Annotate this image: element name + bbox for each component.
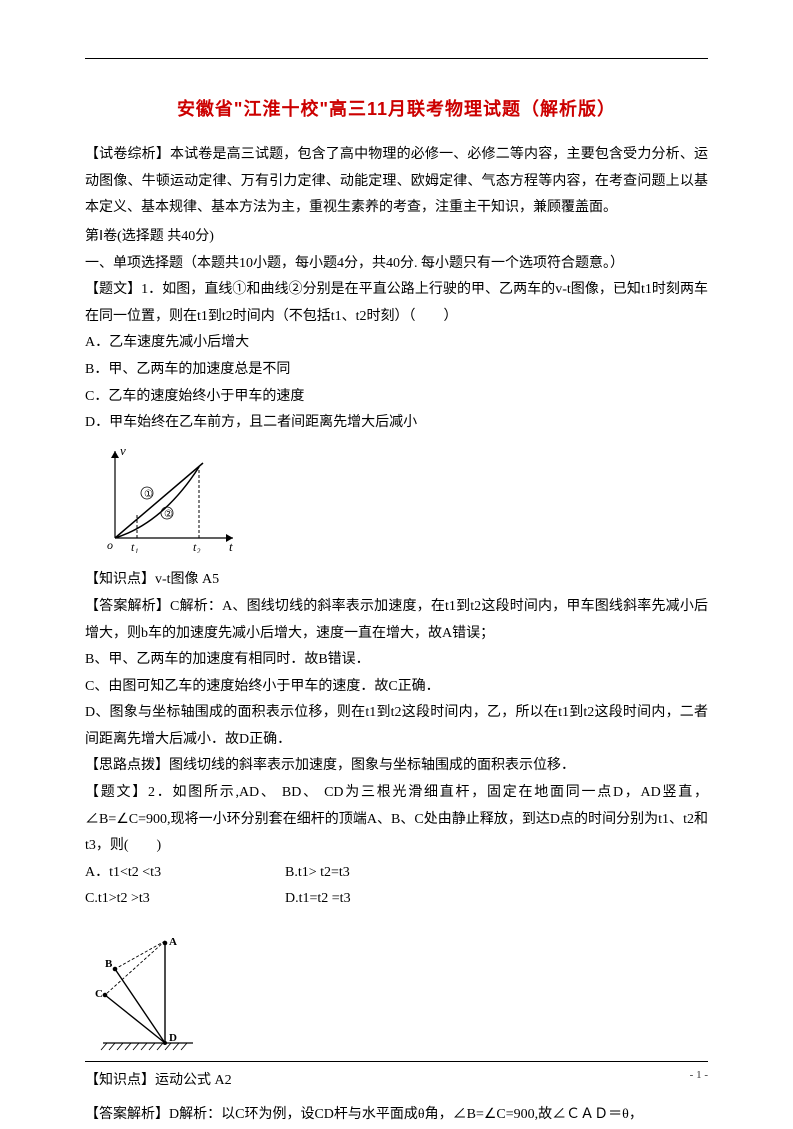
header-rule xyxy=(85,58,708,59)
q1-tip: 【思路点拨】图线切线的斜率表示加速度，图象与坐标轴围成的面积表示位移． xyxy=(85,753,708,780)
label-a: A xyxy=(169,936,177,948)
q2-knowledge: 【知识点】运动公式 A2 xyxy=(85,1068,708,1095)
q1-knowledge: 【知识点】v-t图像 A5 xyxy=(85,567,708,594)
q1-vt-graph: v t o t₁ t₂ ① ② xyxy=(93,443,708,564)
line2-label: ② xyxy=(164,509,173,520)
page-number: - 1 - xyxy=(690,1065,708,1086)
t1-label: t₁ xyxy=(131,540,139,553)
q1-explain-a: 【答案解析】C解析：A、图线切线的斜率表示加速度，在t1到t2这段时间内，甲车图… xyxy=(85,594,708,647)
q2-option-c: C.t1>t2 >t3 xyxy=(85,886,285,913)
label-d: D xyxy=(169,1032,177,1044)
mcq-heading: 一、单项选择题（本题共10小题，每小题4分，共40分. 每小题只有一个选项符合题… xyxy=(85,251,708,278)
q2-diagram-svg: A B C D xyxy=(93,933,203,1053)
exam-summary: 【试卷综析】本试卷是高三试题，包含了高中物理的必修一、必修二等内容，主要包含受力… xyxy=(85,142,708,222)
svg-text:o: o xyxy=(107,538,113,552)
t-axis-label: t xyxy=(229,539,233,553)
q1-explain-b: B、甲、乙两车的加速度有相同时．故B错误． xyxy=(85,647,708,674)
v-axis-label: v xyxy=(120,443,126,458)
line1-label: ① xyxy=(144,489,153,500)
q2-option-b: B.t1> t2=t3 xyxy=(285,860,350,887)
q2-explain: 【答案解析】D解析：以C环为例，设CD杆与水平面成θ角，∠B=∠C=900,故∠… xyxy=(85,1102,708,1129)
q1-option-c: C．乙车的速度始终小于甲车的速度 xyxy=(85,384,708,411)
q1-option-b: B．甲、乙两车的加速度总是不同 xyxy=(85,357,708,384)
q1-stem: 【题文】1．如图，直线①和曲线②分别是在平直公路上行驶的甲、乙两车的v-t图像，… xyxy=(85,277,708,330)
q1-explain-c: C、由图可知乙车的速度始终小于甲车的速度．故C正确． xyxy=(85,674,708,701)
q2-option-a: A．t1<t2 <t3 xyxy=(85,860,285,887)
q2-diagram: A B C D xyxy=(93,933,708,1064)
q1-explain-d: D、图象与坐标轴围成的面积表示位移，则在t1到t2这段时间内，乙，所以在t1到t… xyxy=(85,700,708,753)
label-c: C xyxy=(95,988,103,1000)
section1-heading: 第Ⅰ卷(选择题 共40分) xyxy=(85,224,708,251)
vt-graph-svg: v t o t₁ t₂ ① ② xyxy=(93,443,243,553)
q1-option-a: A．乙车速度先减小后增大 xyxy=(85,330,708,357)
q1-option-d: D．甲车始终在乙车前方，且二者间距离先增大后减小 xyxy=(85,410,708,437)
t2-label: t₂ xyxy=(193,540,201,553)
label-b: B xyxy=(105,958,113,970)
q2-stem: 【题文】2．如图所示,AD、 BD、 CD为三根光滑细直杆，固定在地面同一点D，… xyxy=(85,780,708,860)
q2-options-row1: A．t1<t2 <t3 B.t1> t2=t3 xyxy=(85,860,708,887)
exam-title: 安徽省"江淮十校"高三11月联考物理试题（解析版） xyxy=(85,92,708,126)
q2-options-row2: C.t1>t2 >t3 D.t1=t2 =t3 xyxy=(85,886,708,913)
q2-option-d: D.t1=t2 =t3 xyxy=(285,886,351,913)
footer-rule xyxy=(85,1061,708,1062)
